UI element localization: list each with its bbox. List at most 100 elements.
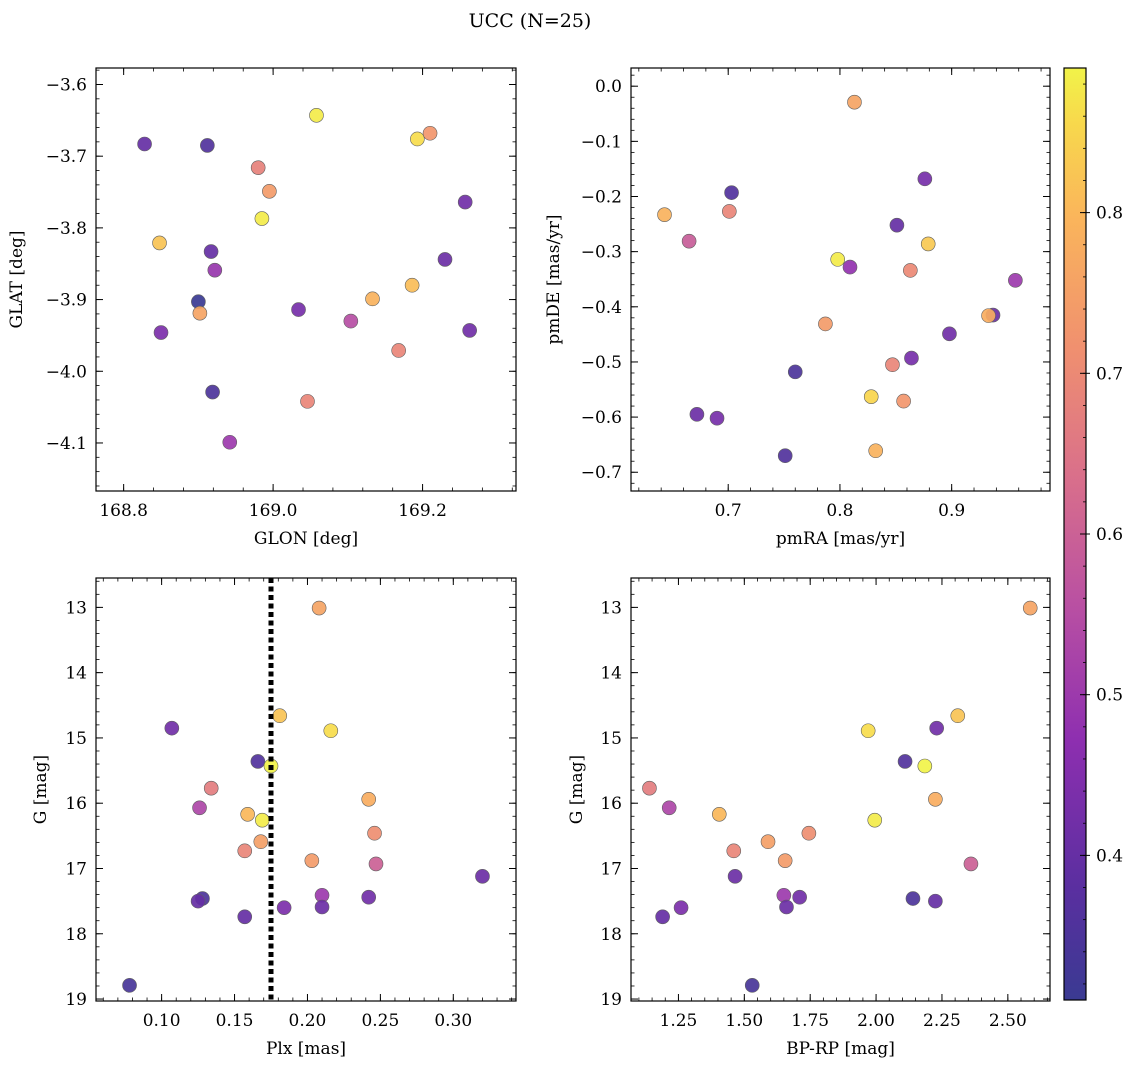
scatter-point bbox=[673, 900, 689, 915]
scatter-point bbox=[867, 812, 883, 828]
y-tick-label: 15 bbox=[600, 729, 622, 749]
scatter-point bbox=[847, 94, 862, 110]
scatter-point bbox=[254, 211, 270, 226]
scatter-point bbox=[272, 708, 288, 724]
scatter-point bbox=[801, 825, 817, 841]
scatter-point bbox=[368, 856, 384, 872]
scatter-point bbox=[462, 323, 477, 338]
scatter-point bbox=[1008, 273, 1023, 288]
x-tick-label: 1.75 bbox=[791, 1011, 829, 1031]
scatter-point bbox=[365, 291, 380, 307]
y-axis-label: GLAT [deg] bbox=[7, 230, 27, 328]
x-tick-label: 2.50 bbox=[989, 1011, 1027, 1031]
y-tick-label: −0.5 bbox=[581, 353, 622, 373]
axes-frame bbox=[95, 577, 517, 1002]
scatter-point bbox=[300, 394, 315, 409]
scatter-point bbox=[917, 758, 933, 774]
y-tick-label: −0.3 bbox=[581, 243, 622, 263]
scatter-point bbox=[475, 869, 490, 884]
x-tick-label: 2.00 bbox=[857, 1011, 895, 1031]
x-tick-label: 0.8 bbox=[826, 501, 853, 521]
scatter-point bbox=[253, 834, 269, 850]
scatter-point bbox=[655, 909, 670, 925]
scatter-point bbox=[192, 305, 208, 321]
y-tick-label: −4.1 bbox=[46, 434, 87, 454]
scatter-point bbox=[885, 357, 900, 373]
scatter-point bbox=[897, 754, 913, 769]
x-tick-label: 2.25 bbox=[923, 1011, 961, 1031]
scatter-point bbox=[276, 900, 292, 915]
scatter-point bbox=[779, 899, 794, 915]
y-tick-label: 13 bbox=[600, 598, 622, 618]
scatter-point bbox=[153, 325, 169, 340]
x-tick-label: 1.25 bbox=[660, 1011, 698, 1031]
scatter-point bbox=[681, 233, 697, 249]
scatter-point bbox=[722, 204, 737, 219]
y-tick-label: −4.0 bbox=[46, 362, 87, 382]
scatter-point bbox=[860, 723, 876, 739]
y-tick-label: 14 bbox=[65, 664, 87, 684]
scatter-point bbox=[291, 302, 306, 317]
scatter-point bbox=[304, 853, 320, 868]
y-tick-label: −3.6 bbox=[46, 75, 87, 95]
x-axis-label: pmRA [mas/yr] bbox=[776, 529, 905, 549]
scatter-point bbox=[222, 434, 238, 450]
axes-frame bbox=[95, 67, 517, 492]
scatter-point bbox=[152, 235, 167, 251]
y-tick-label: 19 bbox=[65, 990, 87, 1010]
scatter-point bbox=[262, 184, 277, 199]
colorbar: 0.4 0.5 0.6 0.7 0.8 bbox=[1063, 67, 1123, 1001]
scatter-point bbox=[661, 800, 677, 816]
scatter-point bbox=[981, 308, 996, 323]
axes-frame bbox=[630, 577, 1051, 1002]
glon-glat-panel: 168.8 169.0 169.2 −3.6 −3.7 −3.8 −3.9 −4.0 −4.1 G… bbox=[7, 67, 517, 549]
scatter-point bbox=[889, 217, 905, 233]
figure-title: UCC (N=25) bbox=[469, 10, 592, 32]
scatter-point bbox=[343, 313, 359, 329]
colorbar-tick-label: 0.6 bbox=[1096, 525, 1123, 545]
x-tick-label: 169.2 bbox=[398, 501, 447, 521]
scatter-point bbox=[314, 899, 330, 915]
scatter-point bbox=[410, 131, 425, 147]
x-tick-label: 0.7 bbox=[715, 501, 742, 521]
scatter-point bbox=[903, 263, 918, 278]
y-tick-label: −0.7 bbox=[581, 463, 622, 483]
scatter-point bbox=[868, 443, 883, 459]
scatter-point bbox=[207, 262, 223, 278]
colorbar-tick-label: 0.8 bbox=[1096, 204, 1123, 224]
scatter-point bbox=[237, 909, 253, 925]
y-tick-label: −3.9 bbox=[46, 291, 87, 311]
y-tick-label: 16 bbox=[65, 794, 87, 814]
color-magnitude-panel: 1.25 1.50 1.75 2.00 2.25 2.50 13 14 15 16 17 18 19 BP… bbox=[567, 577, 1051, 1059]
scatter-point bbox=[309, 108, 324, 123]
scatter-point bbox=[311, 600, 327, 616]
scatter-point bbox=[942, 326, 957, 342]
x-tick-label: 169.0 bbox=[249, 501, 298, 521]
scatter-point bbox=[323, 723, 339, 739]
scatter-point bbox=[1022, 600, 1038, 616]
y-tick-label: −3.7 bbox=[46, 147, 87, 167]
x-tick-label: 0.25 bbox=[361, 1011, 399, 1031]
scatter-point bbox=[950, 708, 966, 724]
scatter-point bbox=[711, 807, 727, 822]
scatter-point bbox=[192, 800, 207, 816]
y-tick-label: 14 bbox=[600, 664, 622, 684]
x-tick-label: 168.8 bbox=[99, 501, 148, 521]
scatter-point bbox=[642, 780, 657, 796]
scatter-point bbox=[709, 410, 725, 426]
scatter-point bbox=[250, 754, 266, 769]
y-axis-label: G [mag] bbox=[31, 755, 51, 824]
scatter-point bbox=[726, 843, 742, 859]
scatter-point bbox=[391, 343, 406, 358]
pm-panel: 0.7 0.8 0.9 0.0 −0.1 −0.2 −0.3 −0.4 −0.5 −0.6 −0.7… bbox=[544, 67, 1051, 549]
x-axis-label: GLON [deg] bbox=[254, 529, 358, 549]
colorbar-tick-label: 0.4 bbox=[1096, 846, 1123, 866]
scatter-point bbox=[724, 185, 739, 200]
scatter-point bbox=[863, 389, 879, 404]
y-axis-label: pmDE [mas/yr] bbox=[544, 214, 564, 344]
colorbar-tick-label: 0.5 bbox=[1096, 686, 1123, 706]
x-axis-label: BP-RP [mag] bbox=[786, 1039, 895, 1059]
scatter-point bbox=[404, 277, 420, 293]
scatter-point bbox=[963, 856, 979, 872]
